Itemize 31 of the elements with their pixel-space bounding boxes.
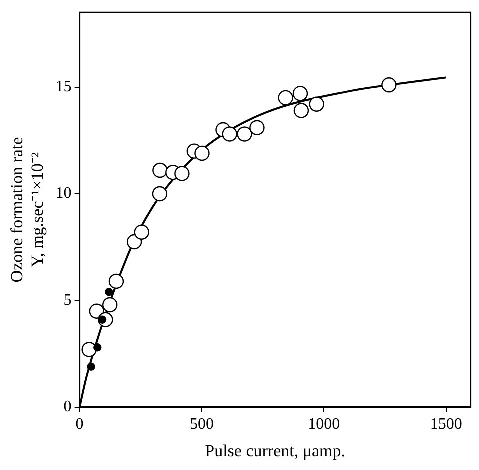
point [309,96,324,112]
x-tick-label: 0 [76,416,84,434]
x-tick-label: 1500 [430,416,462,434]
point [250,120,265,136]
point [174,166,190,182]
y-tick-label: 0 [64,398,72,416]
point [152,186,168,202]
point [82,342,97,358]
point [194,146,210,162]
x-tick-label: 1000 [308,416,340,434]
point [278,90,294,106]
y-tick-label: 15 [56,78,72,96]
point [134,224,150,240]
point [152,162,168,178]
point [105,288,114,296]
point [237,126,252,142]
point [89,304,105,319]
y-axis-title: Ozone formation rate Y, mg.sec⁻¹×10⁻² [8,137,48,283]
point [87,362,96,371]
y-tick-label: 10 [56,185,72,202]
point [222,126,238,142]
point [382,78,397,93]
y-tick-label: 5 [64,292,72,309]
x-tick-label: 500 [190,416,214,434]
x-axis-title: Pulse current, μamp. [205,441,346,460]
point [294,103,310,118]
point [102,297,118,313]
point [292,86,308,102]
point [94,344,102,352]
point [108,274,124,290]
point [126,234,142,250]
